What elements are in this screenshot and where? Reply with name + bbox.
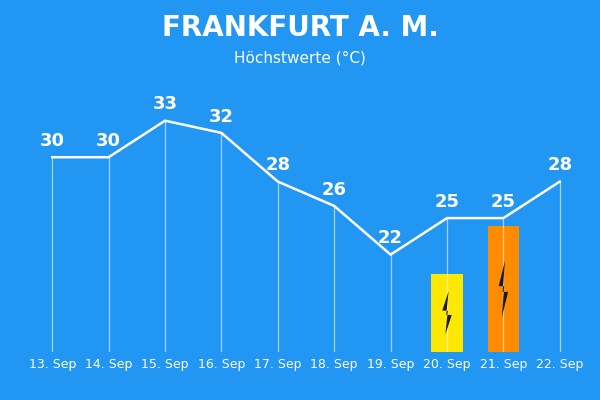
Text: 28: 28 xyxy=(265,156,290,174)
Text: Höchstwerte (°C): Höchstwerte (°C) xyxy=(234,50,366,66)
Bar xyxy=(488,226,519,352)
Text: 30: 30 xyxy=(96,132,121,150)
Polygon shape xyxy=(442,291,452,334)
Bar xyxy=(431,274,463,352)
Text: 22: 22 xyxy=(378,229,403,247)
Text: 25: 25 xyxy=(491,193,516,211)
Text: FRANKFURT A. M.: FRANKFURT A. M. xyxy=(161,14,439,42)
Text: 32: 32 xyxy=(209,108,234,126)
Polygon shape xyxy=(499,261,508,317)
Text: 26: 26 xyxy=(322,181,347,199)
Text: 28: 28 xyxy=(547,156,572,174)
Text: 30: 30 xyxy=(40,132,65,150)
Text: 33: 33 xyxy=(152,95,178,113)
Text: 25: 25 xyxy=(434,193,460,211)
